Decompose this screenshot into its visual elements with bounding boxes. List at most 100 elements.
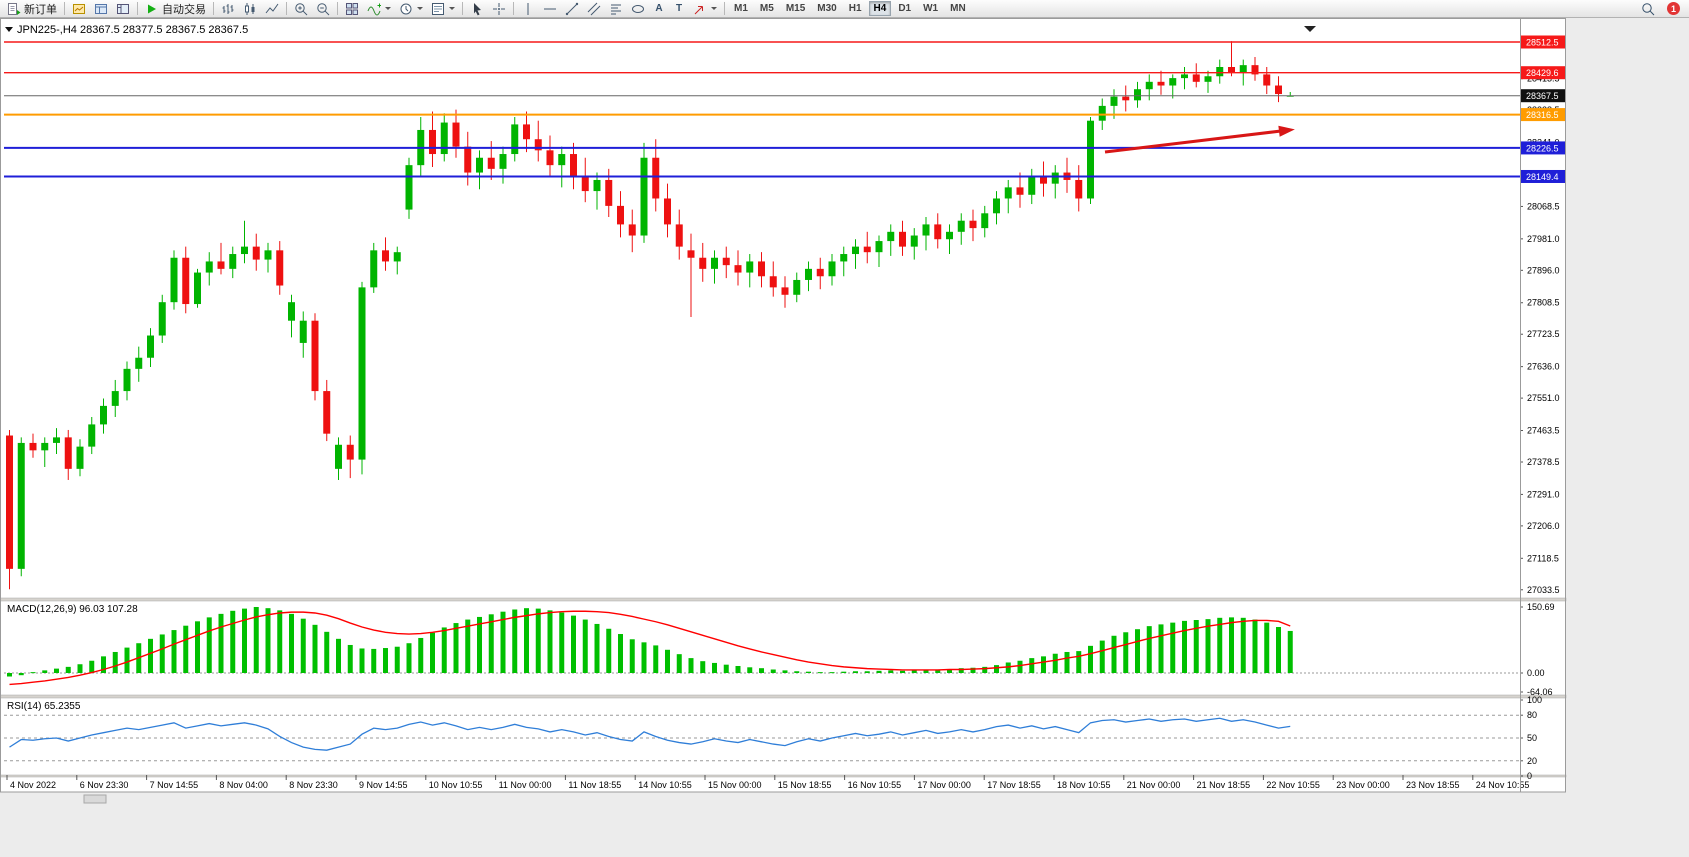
timeframe-W1[interactable]: W1	[918, 1, 943, 16]
macd-bar	[265, 608, 271, 673]
cursor-button[interactable]	[466, 1, 488, 17]
line-chart-button[interactable]	[261, 1, 283, 17]
toolbar-separator	[724, 2, 725, 15]
macd-bar	[1252, 619, 1258, 673]
macd-bar	[547, 610, 553, 673]
candle-bullish	[111, 391, 119, 406]
candlestick-series	[6, 41, 1294, 590]
macd-bar	[124, 647, 130, 673]
timeframe-buttons: M1 M5 M15 M30 H1 H4 D1 W1 MN	[728, 1, 972, 16]
candle-bullish	[1134, 89, 1141, 101]
fibonacci-button[interactable]	[605, 1, 627, 17]
text-tool-button[interactable]: A	[649, 1, 669, 17]
candlestick-chart-button[interactable]	[239, 1, 261, 17]
navigator-button[interactable]	[112, 1, 134, 17]
time-label: 11 Nov 00:00	[499, 780, 552, 790]
candle-bullish	[1216, 67, 1224, 77]
crosshair-button[interactable]	[488, 1, 510, 17]
candle-bearish	[1275, 85, 1282, 95]
timeframe-M15[interactable]: M15	[781, 1, 810, 16]
periods-clock-icon	[400, 3, 412, 14]
price-tick-label: 27808.5	[1527, 298, 1560, 308]
timeframe-M5[interactable]: M5	[755, 1, 779, 16]
autotrading-button[interactable]: 自动交易	[141, 1, 210, 17]
timeframe-M1[interactable]: M1	[729, 1, 753, 16]
price-tick-label: 27636.0	[1527, 362, 1560, 372]
candle-bearish	[546, 150, 554, 166]
vertical-line-button[interactable]	[517, 1, 539, 17]
candle-bearish	[382, 250, 389, 262]
trend-arrow-head[interactable]	[1278, 125, 1295, 137]
candle-bullish	[264, 250, 272, 260]
time-label: 24 Nov 10:55	[1476, 780, 1530, 790]
macd-bar	[1170, 622, 1176, 673]
macd-axis-label: -64.06	[1527, 687, 1553, 697]
new-order-button[interactable]: 新订单	[3, 1, 61, 17]
time-label: 4 Nov 2022	[10, 780, 56, 790]
candle-bullish	[123, 368, 131, 392]
macd-bar	[430, 632, 435, 673]
shapes-button[interactable]	[627, 1, 649, 17]
periods-button[interactable]	[395, 1, 427, 17]
macd-bar	[347, 644, 353, 673]
macd-bar	[1005, 662, 1011, 673]
symbol-dropdown-icon[interactable]	[5, 27, 13, 32]
candle-bullish	[158, 302, 166, 336]
timeframe-M30[interactable]: M30	[812, 1, 841, 16]
timeframe-MN[interactable]: MN	[945, 1, 971, 16]
macd-bar	[77, 664, 83, 673]
zoom-out-button[interactable]	[312, 1, 334, 17]
macd-bar	[641, 642, 647, 673]
price-tick-label: 27896.0	[1527, 265, 1560, 275]
zoom-in-button[interactable]	[290, 1, 312, 17]
time-label: 23 Nov 00:00	[1336, 780, 1390, 790]
main-toolbar: 新订单 自动交易	[0, 0, 1689, 18]
macd-bar	[1017, 660, 1023, 673]
panel-separator[interactable]	[0, 694, 1567, 699]
timeframe-H1[interactable]: H1	[844, 1, 867, 16]
indicators-button[interactable]	[363, 1, 395, 17]
horizontal-line-button[interactable]	[539, 1, 561, 17]
h-scrollbar-thumb[interactable]	[83, 794, 107, 804]
time-label: 8 Nov 23:30	[289, 780, 338, 790]
label-tool-button[interactable]: T	[669, 1, 689, 17]
macd-bar	[500, 611, 506, 673]
price-badge-support	[1520, 169, 1566, 183]
zoom-out-icon	[317, 2, 330, 15]
macd-bar	[277, 610, 283, 673]
notification-badge[interactable]: 1	[1667, 2, 1680, 15]
macd-bar	[218, 613, 224, 673]
arrows-tool-button[interactable]	[689, 1, 721, 17]
panel-separator[interactable]	[0, 774, 1567, 778]
candle-bearish	[323, 391, 331, 434]
macd-bar	[441, 627, 447, 673]
timeframe-D1[interactable]: D1	[893, 1, 916, 16]
price-badge-support-label: 28226.5	[1526, 143, 1559, 153]
timeframe-H4[interactable]: H4	[868, 1, 892, 16]
macd-bar	[42, 670, 48, 673]
candle-bearish	[1251, 65, 1259, 75]
data-window-button[interactable]	[90, 1, 112, 17]
templates-button[interactable]	[427, 1, 459, 17]
chart-shift-marker[interactable]	[1304, 26, 1316, 32]
bar-chart-icon	[222, 3, 234, 14]
macd-histogram	[7, 606, 1293, 677]
panel-separator[interactable]	[0, 597, 1567, 602]
market-watch-button[interactable]	[68, 1, 90, 17]
trend-arrow[interactable]	[1104, 129, 1282, 154]
candle-bullish	[53, 437, 60, 443]
candle-bullish	[205, 261, 213, 273]
bar-chart-button[interactable]	[217, 1, 239, 17]
macd-bar	[1276, 627, 1281, 673]
chart-border	[0, 18, 1566, 793]
candle-bearish	[1040, 176, 1047, 184]
rsi-axis-label: 80	[1527, 710, 1537, 720]
search-button[interactable]	[1637, 1, 1659, 17]
trendline-button[interactable]	[561, 1, 583, 17]
equidistant-channel-button[interactable]	[583, 1, 605, 17]
tile-windows-button[interactable]	[341, 1, 363, 17]
macd-axis-label: 0.00	[1527, 668, 1545, 678]
macd-bar	[1029, 658, 1035, 673]
candle-bullish	[100, 405, 107, 425]
candle-bullish	[393, 252, 401, 262]
